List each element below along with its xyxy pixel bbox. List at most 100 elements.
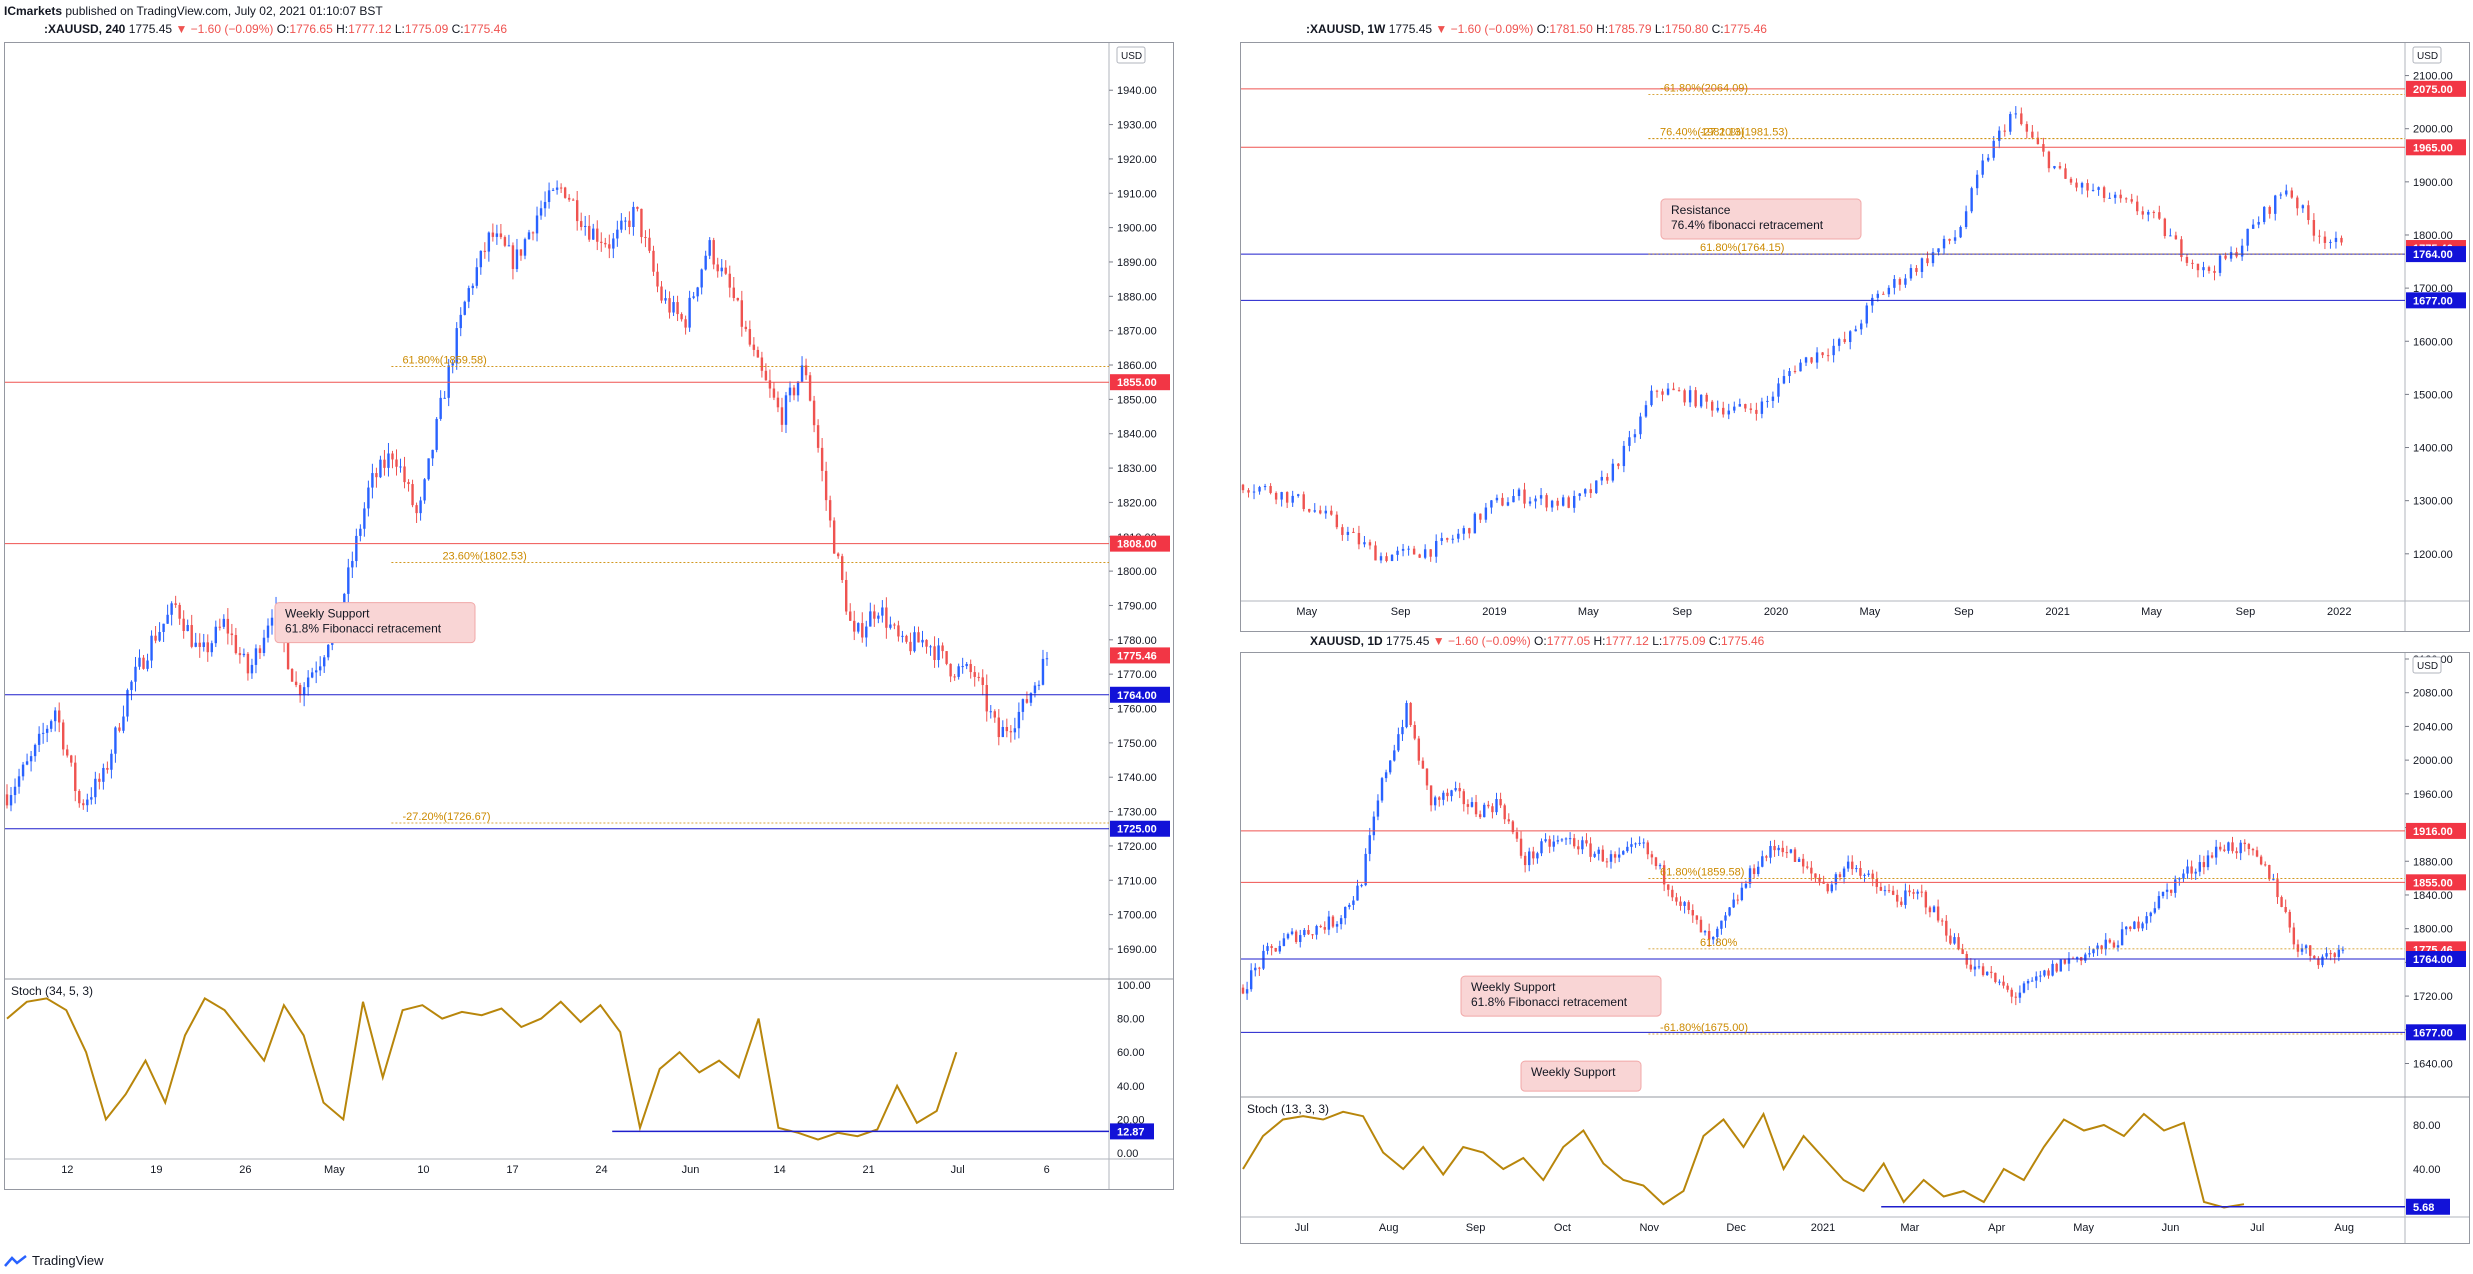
time-tick-label: 21 bbox=[862, 1164, 874, 1176]
candle-body bbox=[1550, 500, 1554, 508]
candle-body bbox=[2321, 956, 2324, 966]
candle-body bbox=[973, 672, 976, 677]
candle-body bbox=[1357, 532, 1361, 545]
w1-chart-svg[interactable]: 2100.00 2000.00 1900.00 1800.00 1700.00 1600.… bbox=[1241, 43, 2469, 631]
candle-body bbox=[2337, 949, 2341, 957]
candle-body bbox=[1990, 971, 1993, 973]
high-d1: 1777.12 bbox=[1605, 634, 1649, 648]
candle-body bbox=[2031, 131, 2034, 138]
candle-body bbox=[1675, 897, 1678, 902]
candle-body bbox=[1695, 915, 1699, 920]
candle-body bbox=[861, 623, 864, 638]
candle-body bbox=[800, 365, 804, 382]
candle-body bbox=[1964, 211, 1968, 228]
price-level-badge bbox=[2406, 1024, 2466, 1041]
candle-body bbox=[1335, 514, 1339, 528]
time-tick-label: May bbox=[1860, 606, 1881, 618]
chart-pane-w1[interactable]: 2100.00 2000.00 1900.00 1800.00 1700.00 1600.… bbox=[1240, 42, 2470, 632]
candle-body bbox=[2161, 891, 2165, 897]
candle-body bbox=[1319, 510, 1322, 514]
candle-body bbox=[2014, 113, 2017, 115]
candle-body bbox=[1501, 497, 1504, 506]
candle-body bbox=[222, 618, 226, 627]
candle-body bbox=[1613, 854, 1617, 858]
candle-body bbox=[379, 459, 382, 478]
published-info: published on TradingView.com, July 02, 2… bbox=[65, 4, 383, 18]
candle-body bbox=[2119, 194, 2122, 199]
candle-body bbox=[740, 300, 744, 327]
candle-body bbox=[676, 302, 679, 315]
candle-body bbox=[210, 643, 213, 653]
candle-body bbox=[897, 625, 900, 637]
candle-body bbox=[543, 202, 547, 209]
candle-body bbox=[2174, 235, 2178, 240]
candle-body bbox=[2182, 873, 2185, 879]
candle-body bbox=[1454, 788, 1457, 791]
price-tick-label: 1640.00 bbox=[2413, 1059, 2453, 1071]
candle-body bbox=[122, 716, 125, 731]
time-tick-label: Sep bbox=[1466, 1222, 1486, 1234]
candle-body bbox=[716, 264, 719, 272]
price-level-badge bbox=[1110, 686, 1170, 703]
chart-pane-h4[interactable]: 1940.00 1930.00 1920.00 1910.00 1900.00 1890.… bbox=[4, 42, 1174, 1190]
candle-body bbox=[2257, 221, 2260, 225]
price-tick-label: 1880.00 bbox=[1117, 291, 1157, 303]
candle-body bbox=[977, 676, 980, 678]
candle-body bbox=[226, 618, 230, 634]
candle-body bbox=[491, 232, 495, 237]
candle-body bbox=[447, 365, 450, 398]
candle-body bbox=[1368, 835, 1371, 854]
candle-body bbox=[724, 267, 727, 274]
footer-brand[interactable]: TradingView bbox=[32, 1253, 104, 1268]
candle-body bbox=[319, 666, 322, 671]
price-tick-label: 1200.00 bbox=[2413, 549, 2453, 561]
candle-body bbox=[1491, 806, 1494, 813]
candle-body bbox=[1777, 383, 1780, 397]
candle-body bbox=[2313, 955, 2316, 959]
candle-body bbox=[1360, 885, 1363, 887]
d1-chart-svg[interactable]: 2120.002080.002040.002000.001960.001920.… bbox=[1241, 653, 2469, 1243]
candle-body bbox=[1442, 792, 1445, 800]
candle-body bbox=[2075, 182, 2078, 188]
candle-body bbox=[1961, 949, 1964, 954]
chart-pane-d1[interactable]: 2120.002080.002040.002000.001960.001920.… bbox=[1240, 652, 2470, 1244]
candle-body bbox=[1484, 507, 1488, 520]
currency-label: USD bbox=[2417, 51, 2438, 62]
candle-body bbox=[925, 639, 928, 647]
candle-body bbox=[2280, 897, 2283, 908]
candle-body bbox=[1274, 947, 1277, 952]
candle-body bbox=[1303, 930, 1306, 936]
time-tick-label: Aug bbox=[2334, 1222, 2354, 1234]
candle-body bbox=[347, 567, 350, 594]
candle-body bbox=[1815, 352, 1819, 363]
candle-body bbox=[1539, 495, 1543, 499]
time-tick-label: May bbox=[2141, 606, 2162, 618]
candle-body bbox=[1458, 788, 1461, 792]
candle-body bbox=[1511, 821, 1515, 833]
h4-chart-svg[interactable]: 1940.001930.001920.001910.001900.001890.… bbox=[5, 43, 1173, 1189]
candle-body bbox=[1013, 728, 1017, 733]
candle-body bbox=[2251, 224, 2255, 229]
candle-body bbox=[1804, 357, 1808, 363]
candle-body bbox=[2147, 211, 2150, 215]
candle-body bbox=[2301, 205, 2305, 209]
candle-body bbox=[1401, 727, 1404, 735]
candle-body bbox=[419, 500, 422, 514]
candle-body bbox=[1826, 355, 1830, 357]
candle-body bbox=[45, 728, 49, 733]
price-tick-label: 1720.00 bbox=[1117, 841, 1157, 853]
candle-body bbox=[1893, 279, 1896, 288]
candle-body bbox=[1744, 404, 1747, 409]
candle-body bbox=[1241, 484, 1245, 491]
publisher-name[interactable]: ICmarkets bbox=[4, 4, 63, 18]
candle-body bbox=[2224, 255, 2227, 259]
candle-body bbox=[1429, 549, 1432, 557]
candle-body bbox=[343, 593, 346, 608]
candle-body bbox=[600, 241, 603, 243]
candle-body bbox=[1865, 305, 1868, 324]
candle-body bbox=[2129, 926, 2132, 929]
price-tick-label: 1790.00 bbox=[1117, 600, 1157, 612]
candle-body bbox=[688, 297, 691, 328]
candle-body bbox=[29, 756, 33, 762]
candle-body bbox=[463, 301, 466, 315]
